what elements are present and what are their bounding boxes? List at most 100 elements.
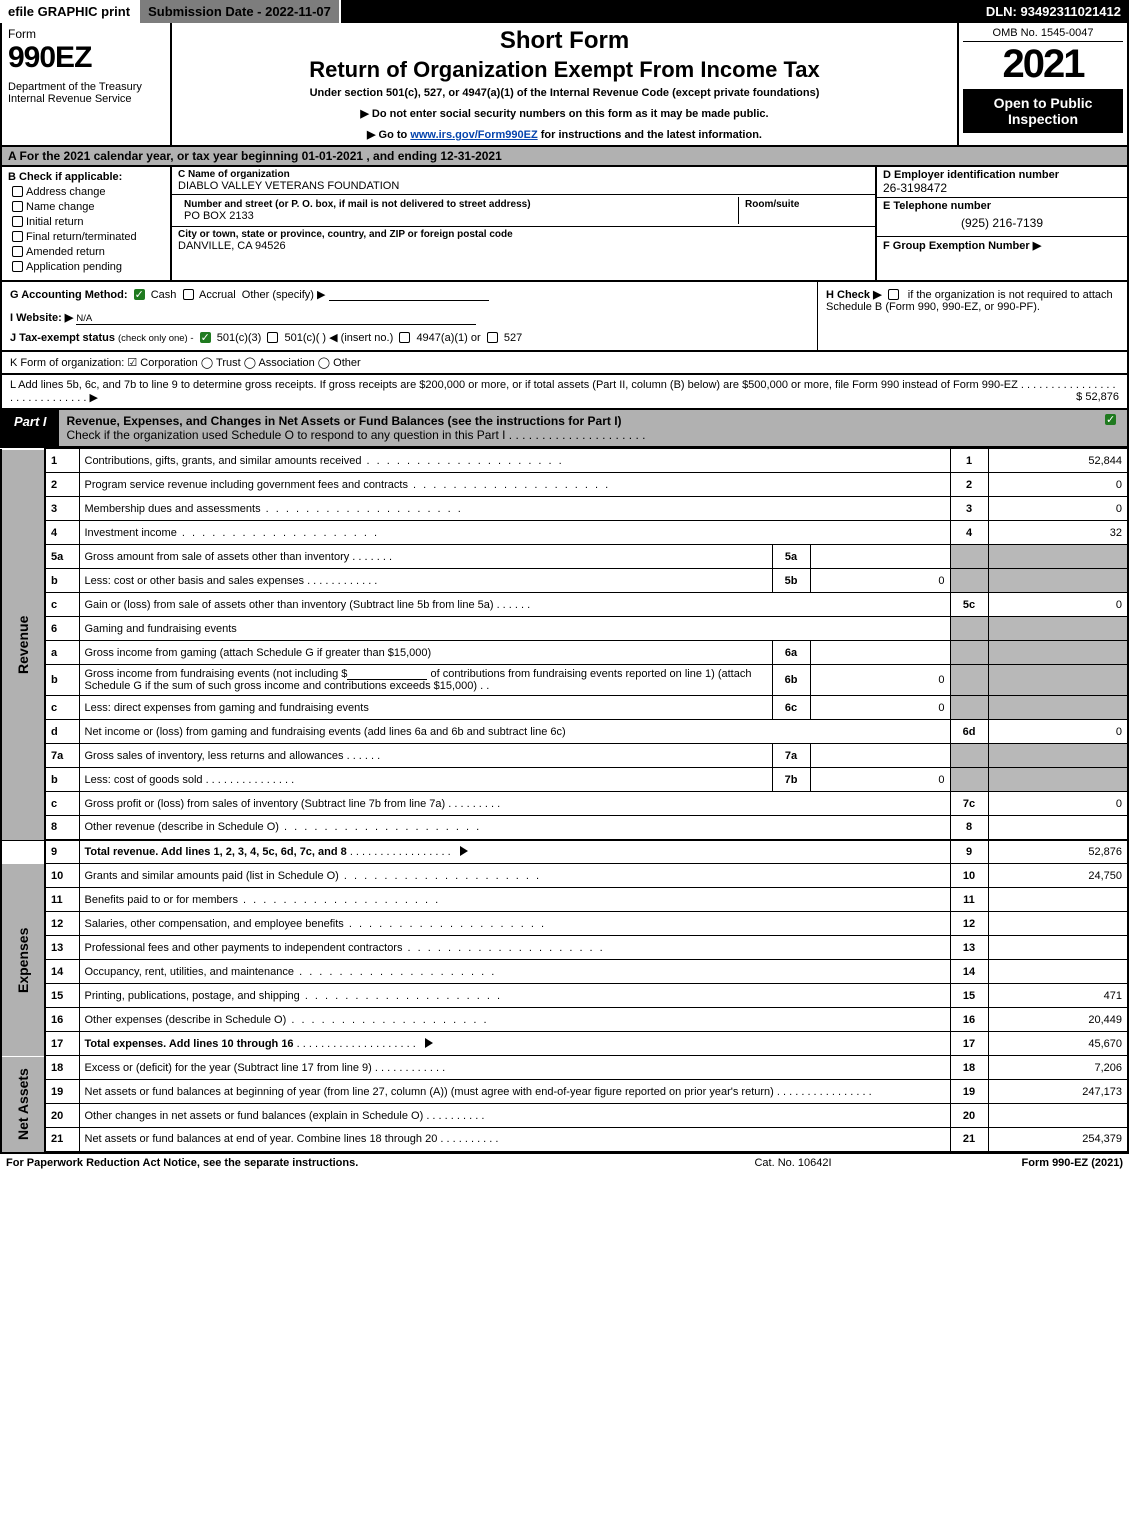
row-g: G Accounting Method: Cash Accrual Other … xyxy=(10,288,809,301)
goto-post: for instructions and the latest informat… xyxy=(538,129,762,141)
tel-h: E Telephone number xyxy=(883,200,1121,212)
checkbox-icon xyxy=(12,261,23,272)
ssn-note: ▶ Do not enter social security numbers o… xyxy=(180,107,949,120)
part1-endcheck xyxy=(1097,410,1127,446)
chk-4947[interactable] xyxy=(399,332,410,343)
revenue-vlabel: Revenue xyxy=(1,449,45,840)
chk-accrual[interactable] xyxy=(183,289,194,300)
ein-cell: D Employer identification number 26-3198… xyxy=(877,167,1127,198)
open-to-public: Open to Public Inspection xyxy=(963,89,1123,133)
line-12: 12 Salaries, other compensation, and emp… xyxy=(1,912,1128,936)
efile-label[interactable]: efile GRAPHIC print xyxy=(0,0,140,23)
row-k: K Form of organization: ☑ Corporation ◯ … xyxy=(0,352,1129,375)
footer-left: For Paperwork Reduction Act Notice, see … xyxy=(6,1157,663,1169)
website-label: I Website: ▶ xyxy=(10,312,73,324)
chk-final-return[interactable]: Final return/terminated xyxy=(12,231,164,243)
chk-schedule-b[interactable] xyxy=(888,289,899,300)
row-l: L Add lines 5b, 6c, and 7b to line 9 to … xyxy=(0,375,1129,410)
row-l-amount: $ 52,876 xyxy=(1076,391,1119,403)
j-label: J Tax-exempt status xyxy=(10,332,115,344)
line-11: 11 Benefits paid to or for members 11 xyxy=(1,888,1128,912)
org-name-cell: C Name of organization DIABLO VALLEY VET… xyxy=(172,167,875,195)
row-a-taxyear: A For the 2021 calendar year, or tax yea… xyxy=(0,147,1129,167)
header-left: Form 990EZ Department of the Treasury In… xyxy=(2,23,172,145)
line-15: 15 Printing, publications, postage, and … xyxy=(1,984,1128,1008)
street-row: Number and street (or P. O. box, if mail… xyxy=(172,195,875,227)
chk-name-change[interactable]: Name change xyxy=(12,201,164,213)
line-19: 19 Net assets or fund balances at beginn… xyxy=(1,1080,1128,1104)
checkbox-icon xyxy=(12,246,23,257)
street: PO BOX 2133 xyxy=(184,210,732,222)
part1-header: Part I Revenue, Expenses, and Changes in… xyxy=(0,410,1129,448)
omb-number: OMB No. 1545-0047 xyxy=(963,25,1123,42)
line-7a: 7a Gross sales of inventory, less return… xyxy=(1,744,1128,768)
row-i: I Website: ▶ N/A xyxy=(10,311,809,325)
line-20: 20 Other changes in net assets or fund b… xyxy=(1,1104,1128,1128)
part1-sub: Check if the organization used Schedule … xyxy=(67,428,646,442)
footer-cat: Cat. No. 10642I xyxy=(663,1157,923,1169)
street-h: Number and street (or P. O. box, if mail… xyxy=(184,199,732,210)
section-ghij: G Accounting Method: Cash Accrual Other … xyxy=(0,282,1129,352)
ein: 26-3198472 xyxy=(883,181,1121,195)
grp-h: F Group Exemption Number ▶ xyxy=(883,240,1041,252)
chk-address-change[interactable]: Address change xyxy=(12,186,164,198)
row-h: H Check ▶ if the organization is not req… xyxy=(817,282,1127,350)
chk-application-pending[interactable]: Application pending xyxy=(12,261,164,273)
org-name-h: C Name of organization xyxy=(178,169,869,180)
tax-year: 2021 xyxy=(963,42,1123,87)
g-label: G Accounting Method: xyxy=(10,289,128,301)
chk-527[interactable] xyxy=(487,332,498,343)
line-3: 3 Membership dues and assessments 3 0 xyxy=(1,497,1128,521)
line-6: 6 Gaming and fundraising events xyxy=(1,617,1128,641)
col-b-checkboxes: B Check if applicable: Address change Na… xyxy=(2,167,172,280)
j-note: (check only one) - xyxy=(118,333,194,344)
irs-link[interactable]: www.irs.gov/Form990EZ xyxy=(410,129,537,141)
department-label: Department of the Treasury Internal Reve… xyxy=(8,81,164,105)
part1-tab: Part I xyxy=(2,410,59,446)
ein-h: D Employer identification number xyxy=(883,169,1121,181)
street-cell: Number and street (or P. O. box, if mail… xyxy=(178,197,739,224)
checkbox-icon xyxy=(12,201,23,212)
chk-501c3[interactable] xyxy=(200,332,211,343)
chk-schedule-o[interactable] xyxy=(1105,414,1116,425)
line-5c: c Gain or (loss) from sale of assets oth… xyxy=(1,593,1128,617)
chk-cash[interactable] xyxy=(134,289,145,300)
row-j: J Tax-exempt status (check only one) - 5… xyxy=(10,331,809,344)
goto-note: ▶ Go to www.irs.gov/Form990EZ for instru… xyxy=(180,128,949,141)
page-footer: For Paperwork Reduction Act Notice, see … xyxy=(0,1153,1129,1172)
line-10: Expenses 10 Grants and similar amounts p… xyxy=(1,864,1128,888)
part1-table: Revenue 1 Contributions, gifts, grants, … xyxy=(0,448,1129,1153)
col-d-ids: D Employer identification number 26-3198… xyxy=(877,167,1127,280)
line-1: Revenue 1 Contributions, gifts, grants, … xyxy=(1,449,1128,473)
other-specify-line[interactable] xyxy=(329,289,489,301)
row-l-text: L Add lines 5b, 6c, and 7b to line 9 to … xyxy=(10,379,1116,404)
form-word: Form xyxy=(8,27,164,41)
chk-amended-return[interactable]: Amended return xyxy=(12,246,164,258)
goto-pre: ▶ Go to xyxy=(367,129,410,141)
line-6c: c Less: direct expenses from gaming and … xyxy=(1,696,1128,720)
org-name: DIABLO VALLEY VETERANS FOUNDATION xyxy=(178,180,869,192)
form-number: 990EZ xyxy=(8,41,164,75)
line-7b: b Less: cost of goods sold . . . . . . .… xyxy=(1,768,1128,792)
room-cell: Room/suite xyxy=(739,197,869,224)
header-right: OMB No. 1545-0047 2021 Open to Public In… xyxy=(957,23,1127,145)
line-9: 9 Total revenue. Add lines 1, 2, 3, 4, 5… xyxy=(1,840,1128,864)
chk-501c[interactable] xyxy=(267,332,278,343)
line-14: 14 Occupancy, rent, utilities, and maint… xyxy=(1,960,1128,984)
line-13: 13 Professional fees and other payments … xyxy=(1,936,1128,960)
city: DANVILLE, CA 94526 xyxy=(178,240,869,252)
chk-initial-return[interactable]: Initial return xyxy=(12,216,164,228)
subtitle: Under section 501(c), 527, or 4947(a)(1)… xyxy=(180,87,949,99)
website: N/A xyxy=(76,313,92,324)
submission-date: Submission Date - 2022-11-07 xyxy=(140,0,341,23)
expenses-vlabel: Expenses xyxy=(1,864,45,1056)
line-16: 16 Other expenses (describe in Schedule … xyxy=(1,1008,1128,1032)
line-7c: c Gross profit or (loss) from sales of i… xyxy=(1,792,1128,816)
topbar-spacer xyxy=(341,0,978,23)
tel-cell: E Telephone number (925) 216-7139 xyxy=(877,198,1127,237)
room-h: Room/suite xyxy=(745,199,863,210)
line-5b: b Less: cost or other basis and sales ex… xyxy=(1,569,1128,593)
line-6a: a Gross income from gaming (attach Sched… xyxy=(1,641,1128,665)
dln-label: DLN: 93492311021412 xyxy=(978,0,1129,23)
line-8: 8 Other revenue (describe in Schedule O)… xyxy=(1,816,1128,840)
